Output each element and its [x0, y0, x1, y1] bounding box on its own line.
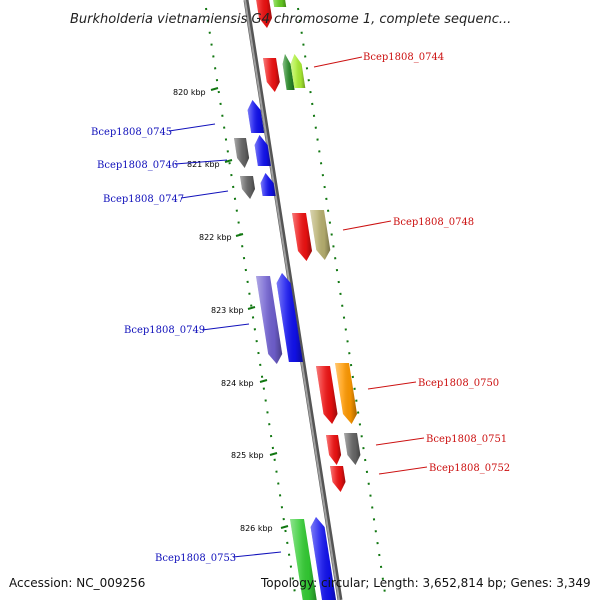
gene-arrow-0750-orange[interactable] [335, 363, 357, 424]
gene-label-0752[interactable]: Bcep1808_0752 [429, 463, 510, 474]
gene-arrow-top-green[interactable] [272, 0, 287, 7]
leader-line-0751 [375, 437, 425, 446]
leader-line-0752 [378, 466, 428, 475]
gene-label-0751[interactable]: Bcep1808_0751 [426, 434, 507, 445]
kbp-label-821: 821 kbp [187, 160, 220, 169]
gene-label-0749[interactable]: Bcep1808_0749 [124, 325, 205, 336]
map-title: Burkholderia vietnamiensis G4 chromosome… [70, 12, 511, 27]
gene-arrow-0748-khaki[interactable] [310, 210, 331, 260]
gene-arrow-bcep1808-0752[interactable] [330, 466, 346, 492]
leader-line-0753 [232, 551, 282, 558]
kbp-label-823: 823 kbp [211, 306, 244, 315]
leader-line-0745 [168, 123, 216, 132]
leader-line-0748 [342, 220, 392, 231]
kbp-label-826: 826 kbp [240, 524, 273, 533]
kbp-tick-marks [210, 87, 289, 529]
right-scale-line [297, 7, 387, 600]
gene-label-0744[interactable]: Bcep1808_0744 [363, 52, 444, 63]
kbp-label-822: 822 kbp [199, 233, 232, 242]
kbp-label-824: 824 kbp [221, 379, 254, 388]
gene-arrow-0746-gray[interactable] [234, 138, 250, 168]
accession-text: Accession: NC_009256 [9, 576, 145, 590]
gene-label-0753[interactable]: Bcep1808_0753 [155, 553, 236, 564]
gene-arrow-0751-gray[interactable] [344, 433, 361, 465]
gene-label-0748[interactable]: Bcep1808_0748 [393, 217, 474, 228]
gene-arrow-0747-gray[interactable] [240, 176, 255, 199]
gene-arrow-bcep1808-0744[interactable] [263, 58, 280, 92]
leader-line-0744 [313, 56, 363, 68]
gene-label-0747[interactable]: Bcep1808_0747 [103, 194, 184, 205]
gene-arrow-bcep1808-0751[interactable] [326, 435, 342, 465]
leader-line-0746 [174, 159, 228, 165]
gene-label-0750[interactable]: Bcep1808_0750 [418, 378, 499, 389]
kbp-labels: 820 kbp 821 kbp 822 kbp 823 kbp 824 kbp … [173, 88, 273, 533]
leader-line-0747 [180, 190, 229, 199]
topology-summary-text: Topology: circular; Length: 3,652,814 bp… [260, 576, 591, 590]
leader-line-0750 [367, 381, 417, 390]
gene-arrow-bcep1808-0748[interactable] [292, 213, 312, 261]
gene-labels: Bcep1808_0744 Bcep1808_0745 Bcep1808_074… [91, 52, 510, 564]
kbp-label-820: 820 kbp [173, 88, 206, 97]
gene-arrow-bcep1808-0750[interactable] [316, 366, 338, 424]
kbp-label-825: 825 kbp [231, 451, 264, 460]
leader-line-0749 [201, 323, 250, 331]
gene-label-0745[interactable]: Bcep1808_0745 [91, 127, 172, 138]
gene-arrows [234, 0, 361, 600]
gene-label-0746[interactable]: Bcep1808_0746 [97, 160, 178, 171]
leader-lines [168, 56, 428, 558]
